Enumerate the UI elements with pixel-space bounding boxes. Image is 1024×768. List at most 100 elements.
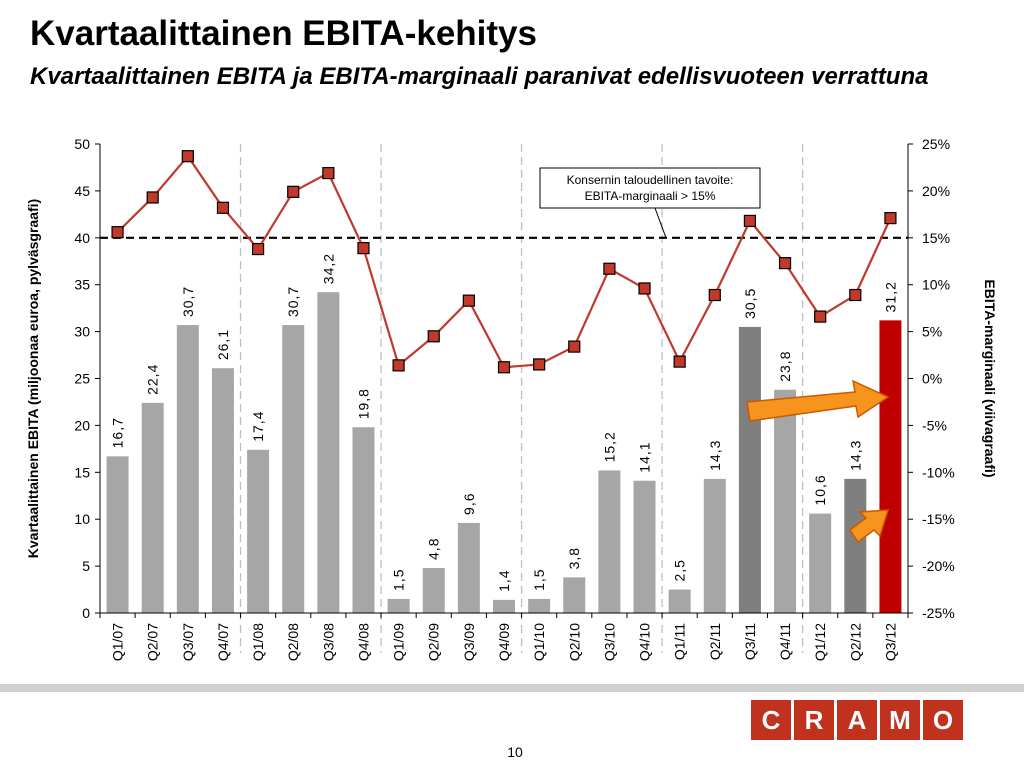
bar-data-label: 14,3: [847, 440, 863, 471]
bar: [282, 325, 305, 613]
margin-line-group: [111, 150, 897, 374]
left-tick-label: 15: [74, 464, 90, 480]
x-tick-label: Q1/10: [531, 623, 547, 661]
annotation-pointer: [654, 207, 667, 238]
logo-letter: O: [932, 704, 954, 735]
bar-data-label: 16,7: [110, 417, 126, 448]
logo-letter: R: [804, 704, 824, 735]
page-number: 10: [507, 744, 523, 760]
x-tick-label: Q4/11: [777, 623, 793, 660]
bar-data-label: 22,4: [145, 364, 161, 395]
logo-letter: A: [847, 704, 867, 735]
x-tick-label: Q4/10: [637, 623, 653, 661]
annotation-line1: Konsernin taloudellinen tavoite:: [567, 173, 734, 187]
left-tick-label: 50: [74, 136, 90, 152]
x-tick-label: Q4/07: [215, 623, 231, 661]
logo-letter-box: A: [837, 700, 877, 740]
annotation-line2: EBITA-marginaali > 15%: [585, 189, 716, 203]
bar-data-label: 1,5: [531, 568, 547, 590]
margin-marker: [568, 340, 581, 353]
bar: [211, 368, 234, 613]
margin-marker: [849, 288, 862, 302]
bar-data-label: 2,5: [672, 559, 688, 581]
logo-letter-box: R: [794, 700, 834, 740]
right-tick-label: -10%: [922, 464, 955, 480]
bar-data-label: 26,1: [215, 329, 231, 360]
margin-marker: [462, 294, 475, 307]
x-tick-label: Q2/12: [847, 623, 863, 661]
bar: [457, 522, 480, 613]
margin-marker: [497, 361, 511, 374]
bar: [809, 513, 832, 613]
right-tick-label: -15%: [922, 511, 955, 527]
bar: [493, 599, 515, 613]
bar-data-label: 1,5: [391, 568, 407, 590]
bar: [106, 456, 129, 613]
logo-letter-box: O: [923, 700, 963, 740]
x-tick-label: Q1/12: [812, 623, 828, 661]
x-tick-label: Q2/08: [285, 623, 301, 661]
bar-data-label: 30,7: [285, 286, 301, 317]
x-tick-label: Q3/09: [461, 623, 477, 661]
bar: [352, 427, 375, 613]
arrows: [746, 379, 890, 544]
bar-data-label: 4,8: [426, 538, 442, 560]
bar-data-label: 34,2: [320, 253, 336, 284]
margin-marker: [603, 262, 616, 275]
logo-letter-box: C: [751, 700, 791, 740]
bar: [422, 567, 445, 613]
margin-marker: [533, 358, 546, 371]
bar: [738, 326, 761, 613]
bar: [528, 598, 551, 613]
left-tick-label: 5: [82, 558, 90, 574]
right-tick-label: 15%: [922, 230, 950, 246]
bar-data-label: 1,4: [496, 569, 512, 591]
left-tick-label: 25: [74, 371, 90, 387]
margin-marker: [357, 242, 370, 255]
bar-data-label: 23,8: [777, 351, 793, 382]
margin-marker: [322, 166, 335, 180]
bar: [703, 478, 726, 613]
x-tick-label: Q1/07: [110, 623, 126, 661]
logo-letter: M: [889, 704, 911, 735]
bar-data-label: 10,6: [812, 474, 828, 505]
bar: [176, 325, 199, 613]
right-tick-label: 10%: [922, 277, 950, 293]
bar: [774, 389, 797, 613]
bar: [141, 402, 164, 613]
x-tick-label: Q3/12: [882, 623, 898, 661]
bar: [844, 478, 867, 613]
axes: [95, 143, 913, 618]
margin-marker: [287, 185, 300, 198]
left-tick-label: 30: [74, 324, 90, 340]
bar-data-label: 17,4: [250, 411, 266, 442]
margin-marker: [708, 288, 721, 302]
right-tick-label: 5%: [922, 324, 942, 340]
margin-line: [116, 154, 892, 369]
right-tick-label: -5%: [922, 417, 947, 433]
margin-marker: [146, 191, 159, 204]
margin-marker: [743, 214, 757, 228]
x-tick-label: Q2/10: [566, 623, 582, 661]
x-tick-label: Q1/11: [672, 623, 688, 660]
margin-marker: [778, 257, 792, 270]
margin-marker: [673, 355, 686, 368]
x-tick-label: Q1/08: [250, 623, 266, 661]
x-tick-label: Q1/09: [391, 623, 407, 661]
bar-data-label: 3,8: [566, 547, 582, 569]
left-tick-label: 10: [74, 511, 90, 527]
bar: [633, 480, 656, 613]
y-left-title: Kvartaalittainen EBITA (miljoonaa euroa,…: [25, 199, 41, 558]
left-tick-label: 0: [82, 605, 90, 621]
left-tick-label: 35: [74, 277, 90, 293]
right-tick-label: 20%: [922, 183, 950, 199]
x-tick-label: Q3/07: [180, 623, 196, 661]
x-tick-label: Q3/10: [601, 623, 617, 661]
bars: [106, 292, 902, 613]
bar: [563, 577, 586, 613]
slide-subtitle: Kvartaalittainen EBITA ja EBITA-marginaa…: [30, 63, 929, 90]
slide-title: Kvartaalittainen EBITA-kehitys: [30, 14, 537, 53]
footer-bar: [0, 684, 1024, 692]
margin-marker: [216, 201, 230, 214]
